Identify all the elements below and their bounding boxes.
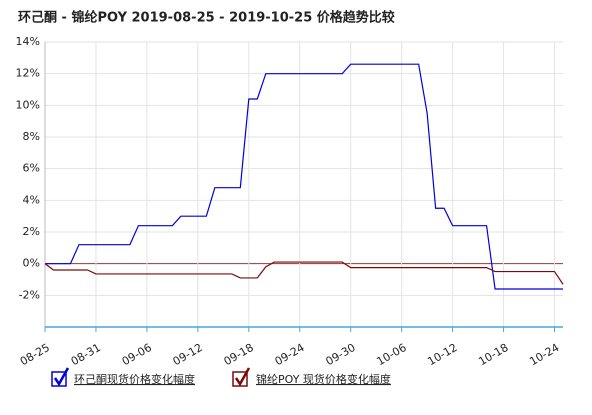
x-tick-label: 10-06 — [374, 341, 408, 368]
y-tick-label: 6% — [23, 162, 40, 175]
legend-label[interactable]: 环己酮现货价格变化幅度 — [74, 372, 195, 386]
y-tick-label: 14% — [16, 35, 40, 48]
y-tick-label: 8% — [23, 130, 40, 143]
y-tick-label: 2% — [23, 225, 40, 238]
x-tick-label: 08-25 — [18, 341, 52, 368]
x-tick-label: 10-18 — [476, 341, 510, 368]
x-tick-label: 10-12 — [425, 341, 459, 368]
x-tick-label: 09-24 — [273, 341, 307, 368]
y-tick-label: 10% — [16, 98, 40, 111]
y-tick-label: 0% — [23, 257, 40, 270]
legend-check — [53, 367, 70, 387]
legend-check — [234, 367, 251, 387]
chart-title: 环己酮 - 锦纶POY 2019-08-25 - 2019-10-25 价格趋势… — [18, 10, 395, 26]
x-tick-label: 08-31 — [69, 341, 103, 368]
legend: 环己酮现货价格变化幅度 锦纶POY 现货价格变化幅度 — [51, 367, 391, 387]
legend-label[interactable]: 锦纶POY 现货价格变化幅度 — [256, 372, 391, 386]
y-tick-label: 12% — [16, 67, 40, 80]
y-tick-label: 4% — [23, 193, 40, 206]
series-line — [45, 63, 563, 290]
x-tick-label: 10-24 — [527, 341, 561, 368]
x-tick-label: 09-06 — [120, 341, 154, 368]
x-tick-label: 09-30 — [324, 341, 358, 368]
y-tick-label: -2% — [19, 288, 40, 301]
x-tick-label: 09-12 — [171, 341, 205, 368]
series-line — [44, 261, 564, 285]
x-tick-label: 09-18 — [222, 341, 256, 368]
